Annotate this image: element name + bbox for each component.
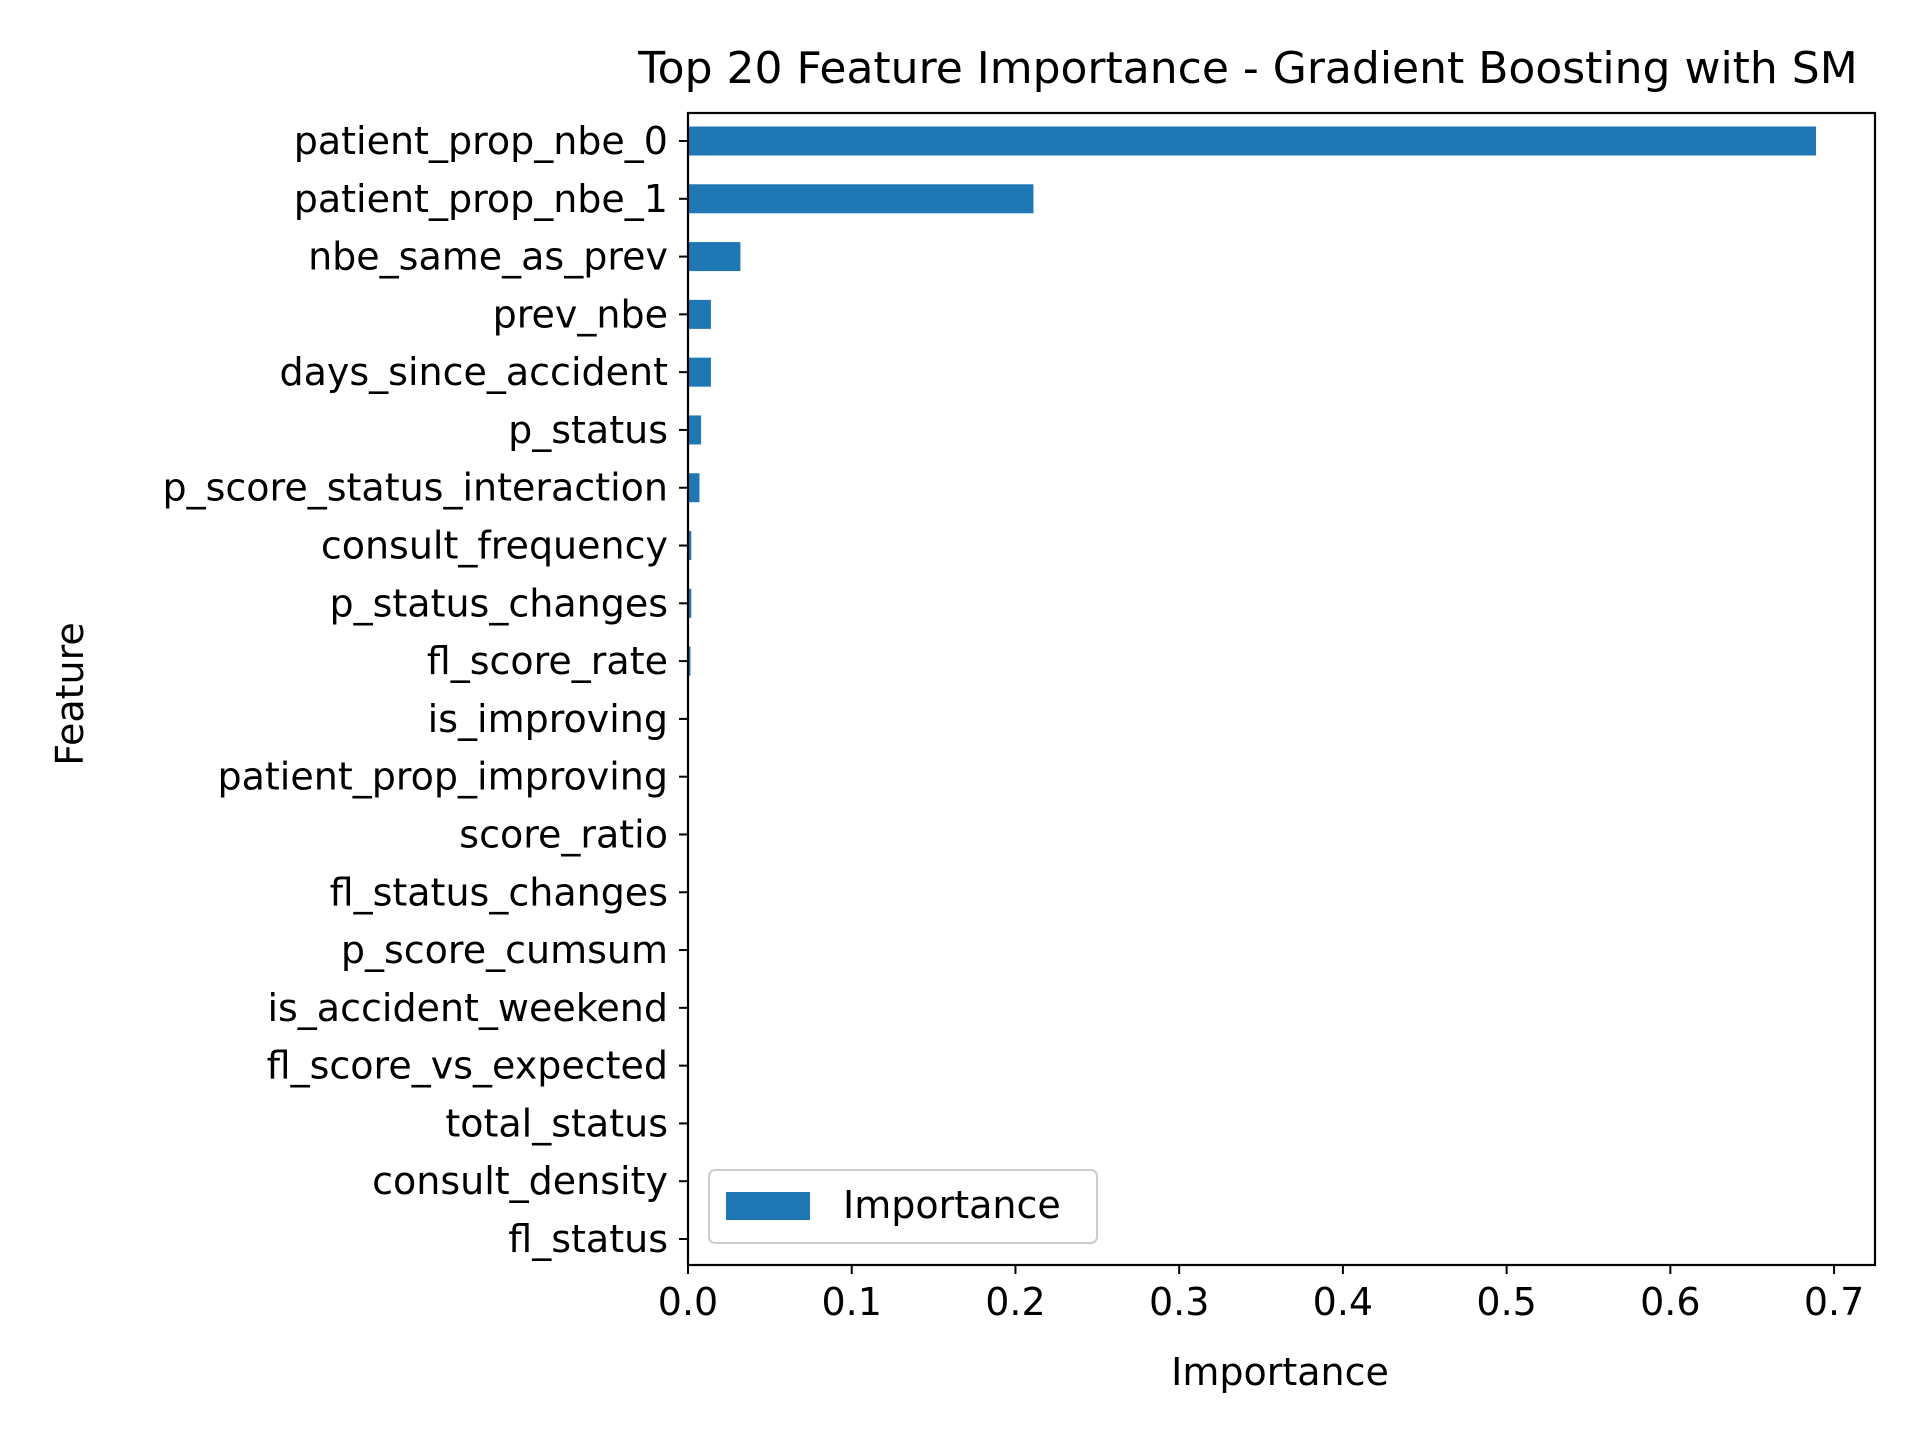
x-tick-label: 0.7 <box>1804 1280 1864 1324</box>
y-tick-label-score-ratio: score_ratio <box>459 812 668 856</box>
bar-days-since-accident <box>688 357 711 387</box>
legend: Importance <box>708 1169 1098 1244</box>
x-axis-label: Importance <box>1171 1350 1389 1394</box>
x-tick-label: 0.3 <box>1149 1280 1209 1324</box>
plot-frame <box>686 111 1877 1267</box>
bar-patient-prop-nbe-0 <box>688 126 1817 156</box>
y-tick-label-p-score-cumsum: p_score_cumsum <box>341 928 668 972</box>
y-tick-label-p-status: p_status <box>508 408 668 452</box>
y-tick-label-is-accident-weekend: is_accident_weekend <box>267 986 668 1030</box>
bars-layer <box>688 126 1817 1254</box>
y-tick-label-days-since-accident: days_since_accident <box>279 350 668 394</box>
y-tick-label-fl-status: fl_status <box>508 1217 668 1261</box>
y-axis-label: Feature <box>48 622 92 766</box>
y-tick-label-nbe-same-as-prev: nbe_same_as_prev <box>308 235 668 279</box>
bar-fl-score-rate <box>688 646 691 676</box>
y-tick-label-fl-score-rate: fl_score_rate <box>427 639 668 683</box>
y-tick-label-is-improving: is_improving <box>428 697 668 741</box>
x-tick-label: 0.6 <box>1640 1280 1700 1324</box>
y-ticks-layer: patient_prop_nbe_0 patient_prop_nbe_1 nbe_… <box>162 119 688 1261</box>
y-tick-label-fl-status-changes: fl_status_changes <box>330 870 668 914</box>
y-tick-label-consult-density: consult_density <box>372 1159 668 1203</box>
x-tick-label: 0.1 <box>822 1280 882 1324</box>
y-tick-label-consult-frequency: consult_frequency <box>321 524 668 568</box>
y-tick-label-p-status-changes: p_status_changes <box>329 581 668 625</box>
bar-p-status <box>688 415 702 445</box>
y-tick-label-prev-nbe: prev_nbe <box>493 292 668 336</box>
bar-nbe-same-as-prev <box>688 242 741 272</box>
bar-consult-frequency <box>688 531 692 561</box>
y-tick-label-patient-prop-nbe-0: patient_prop_nbe_0 <box>294 119 668 163</box>
bar-p-score-status-interaction <box>688 473 700 503</box>
bar-prev-nbe <box>688 299 711 329</box>
bar-patient-prop-nbe-1 <box>688 184 1034 214</box>
x-tick-label: 0.4 <box>1313 1280 1373 1324</box>
legend-label-importance: Importance <box>843 1183 1061 1227</box>
legend-swatch <box>726 1192 810 1220</box>
y-tick-label-p-score-status-interaction: p_score_status_interaction <box>162 466 668 510</box>
y-tick-label-fl-score-vs-expected: fl_score_vs_expected <box>267 1044 668 1088</box>
chart-title: Top 20 Feature Importance - Gradient Boo… <box>637 43 1857 94</box>
y-tick-label-total-status: total_status <box>445 1101 668 1145</box>
y-tick-label-patient-prop-nbe-1: patient_prop_nbe_1 <box>294 177 668 221</box>
legend-box <box>708 1169 1098 1244</box>
x-tick-label: 0.2 <box>985 1280 1045 1324</box>
x-tick-label: 0.0 <box>658 1280 718 1324</box>
x-ticks-layer: 0.0 0.1 0.2 0.3 0.4 0.5 0.6 0.7 <box>658 1265 1864 1324</box>
y-tick-label-patient-prop-improving: patient_prop_improving <box>218 755 669 799</box>
x-tick-label: 0.5 <box>1476 1280 1536 1324</box>
bar-p-status-changes <box>688 588 692 618</box>
